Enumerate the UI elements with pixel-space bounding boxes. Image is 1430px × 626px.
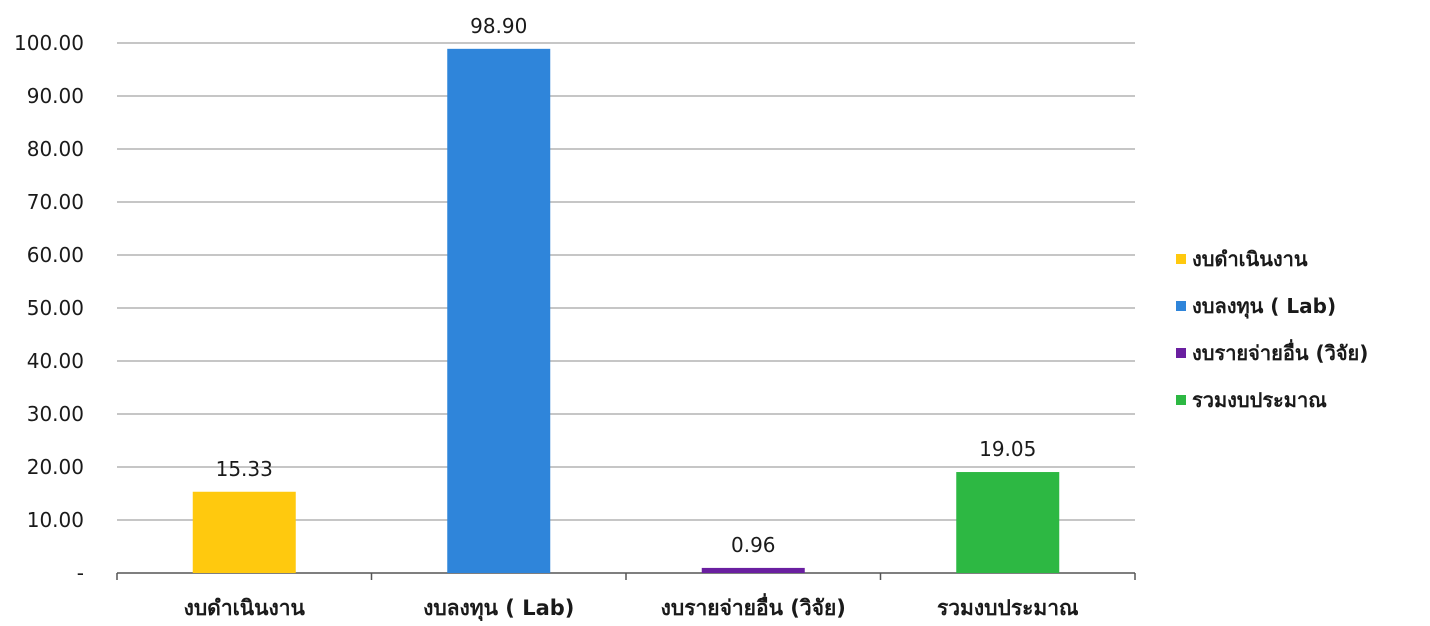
data-label: 19.05 bbox=[979, 437, 1036, 461]
legend-swatch bbox=[1176, 254, 1186, 264]
legend-item: รวมงบประมาณ bbox=[1176, 384, 1426, 416]
y-tick-label: 90.00 bbox=[27, 84, 84, 108]
legend-swatch bbox=[1176, 395, 1186, 405]
x-tick-label: งบดำเนินงาน bbox=[184, 596, 306, 620]
y-tick-label: 10.00 bbox=[27, 508, 84, 532]
x-tick-label: งบลงทุน ( Lab) bbox=[423, 596, 574, 622]
legend-label: งบรายจ่ายอื่น (วิจัย) bbox=[1192, 341, 1369, 365]
y-tick-label: 70.00 bbox=[27, 190, 84, 214]
legend-swatch bbox=[1176, 301, 1186, 311]
legend-label: รวมงบประมาณ bbox=[1192, 388, 1327, 412]
x-tick-label: รวมงบประมาณ bbox=[937, 596, 1079, 620]
bar bbox=[701, 567, 805, 573]
legend: งบดำเนินงาน งบลงทุน ( Lab) งบรายจ่ายอื่น… bbox=[1176, 243, 1426, 431]
bar bbox=[192, 491, 296, 573]
y-tick-label: 100.00 bbox=[14, 31, 84, 55]
y-tick-label: 50.00 bbox=[27, 296, 84, 320]
legend-label: งบดำเนินงาน bbox=[1192, 247, 1308, 271]
bar bbox=[956, 472, 1060, 573]
y-tick-label: 80.00 bbox=[27, 137, 84, 161]
y-tick-label: 40.00 bbox=[27, 349, 84, 373]
data-label: 0.96 bbox=[731, 533, 776, 557]
legend-item: งบดำเนินงาน bbox=[1176, 243, 1426, 275]
legend-item: งบลงทุน ( Lab) bbox=[1176, 290, 1426, 322]
y-tick-label: 20.00 bbox=[27, 455, 84, 479]
y-tick-label: 60.00 bbox=[27, 243, 84, 267]
legend-swatch bbox=[1176, 348, 1186, 358]
data-label: 98.90 bbox=[470, 14, 527, 38]
labels: - 10.00 20.00 30.00 40.00 50.00 60.00 70.00 80.0… bbox=[14, 14, 1079, 622]
axes bbox=[116, 572, 1136, 580]
y-tick-label: - bbox=[77, 561, 84, 585]
bars bbox=[192, 48, 1060, 573]
legend-label: งบลงทุน ( Lab) bbox=[1192, 294, 1337, 318]
x-tick-label: งบรายจ่ายอื่น (วิจัย) bbox=[661, 592, 846, 620]
legend-item: งบรายจ่ายอื่น (วิจัย) bbox=[1176, 337, 1426, 369]
gridlines bbox=[117, 42, 1135, 521]
y-tick-label: 30.00 bbox=[27, 402, 84, 426]
data-label: 15.33 bbox=[216, 457, 273, 481]
bar bbox=[447, 48, 551, 573]
